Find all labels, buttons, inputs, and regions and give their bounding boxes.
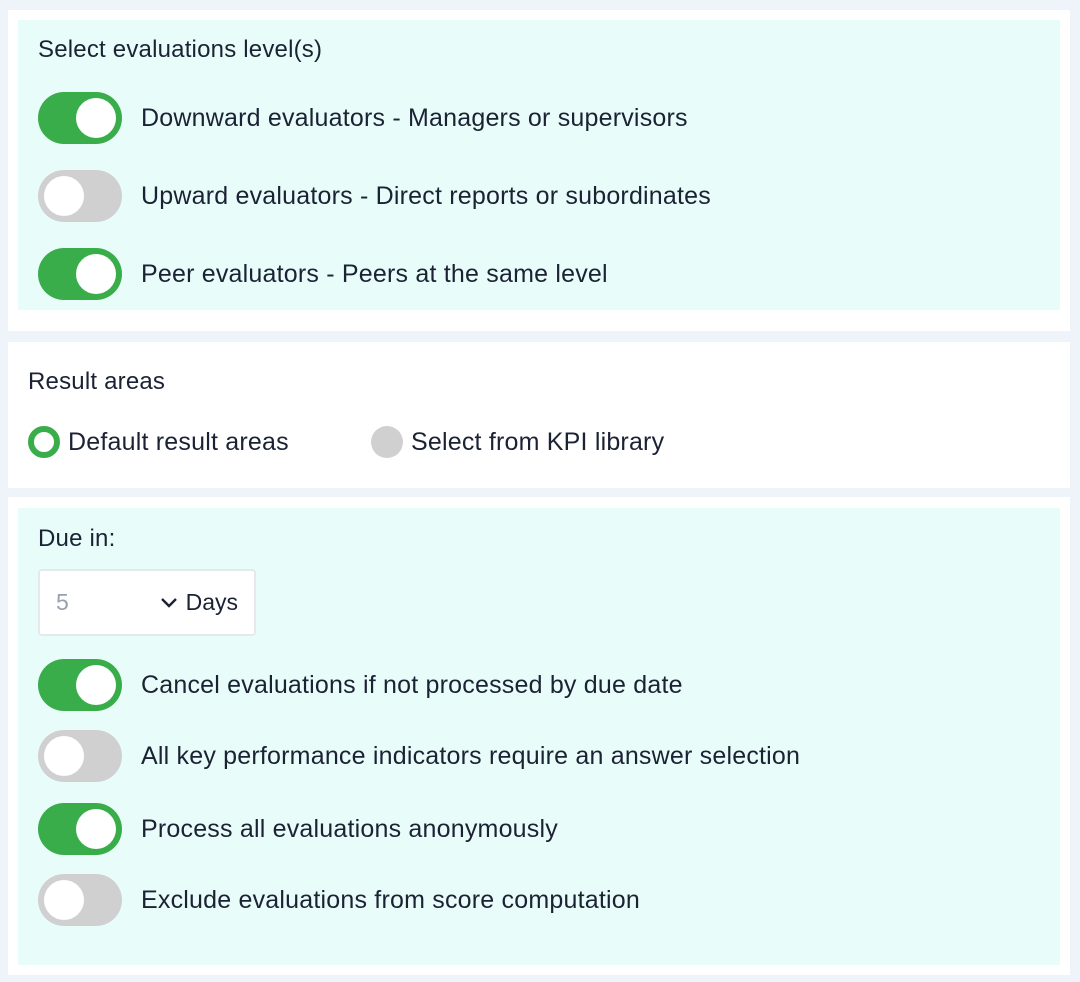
radio-label: Default result areas	[68, 427, 289, 456]
exclude-score-toggle[interactable]	[38, 874, 122, 926]
radio-circle[interactable]	[371, 426, 403, 458]
due-value: 5	[56, 589, 69, 615]
toggle-label: Peer evaluators - Peers at the same leve…	[141, 259, 608, 288]
toggle-row-exclude: Exclude evaluations from score computati…	[38, 874, 640, 926]
toggle-label: Exclude evaluations from score computati…	[141, 885, 640, 914]
anonymous-toggle[interactable]	[38, 803, 122, 855]
radio-default-result-areas[interactable]: Default result areas	[28, 426, 289, 458]
radio-kpi-library[interactable]: Select from KPI library	[371, 426, 664, 458]
toggle-row-downward: Downward evaluators - Managers or superv…	[38, 92, 688, 144]
due-card: Due in: 5 Days Cancel evaluations if not…	[8, 497, 1070, 975]
evaluation-levels-section: Select evaluations level(s) Downward eva…	[18, 20, 1060, 310]
downward-toggle[interactable]	[38, 92, 122, 144]
toggle-row-cancel: Cancel evaluations if not processed by d…	[38, 659, 683, 711]
section-title: Due in:	[38, 525, 116, 552]
upward-toggle[interactable]	[38, 170, 122, 222]
peer-toggle[interactable]	[38, 248, 122, 300]
result-areas-card: Result areas Default result areas Select…	[8, 342, 1070, 488]
toggle-row-anonymous: Process all evaluations anonymously	[38, 803, 558, 855]
cancel-evaluations-toggle[interactable]	[38, 659, 122, 711]
section-title: Select evaluations level(s)	[38, 36, 323, 63]
due-days-select[interactable]: 5 Days	[38, 569, 256, 636]
evaluation-levels-card: Select evaluations level(s) Downward eva…	[8, 10, 1070, 331]
due-unit: Days	[185, 589, 238, 615]
radio-label: Select from KPI library	[411, 427, 665, 456]
toggle-label: Downward evaluators - Managers or superv…	[141, 103, 688, 132]
toggle-label: Upward evaluators - Direct reports or su…	[141, 181, 711, 210]
chevron-down-icon	[160, 597, 177, 608]
kpi-required-toggle[interactable]	[38, 730, 122, 782]
toggle-row-upward: Upward evaluators - Direct reports or su…	[38, 170, 711, 222]
radio-circle[interactable]	[28, 426, 60, 458]
toggle-row-peer: Peer evaluators - Peers at the same leve…	[38, 248, 608, 300]
toggle-label: Process all evaluations anonymously	[141, 814, 558, 843]
toggle-label: Cancel evaluations if not processed by d…	[141, 670, 683, 699]
toggle-row-kpi-required: All key performance indicators require a…	[38, 730, 800, 782]
due-section: Due in: 5 Days Cancel evaluations if not…	[18, 508, 1060, 965]
toggle-label: All key performance indicators require a…	[141, 741, 801, 770]
section-title: Result areas	[28, 368, 166, 395]
